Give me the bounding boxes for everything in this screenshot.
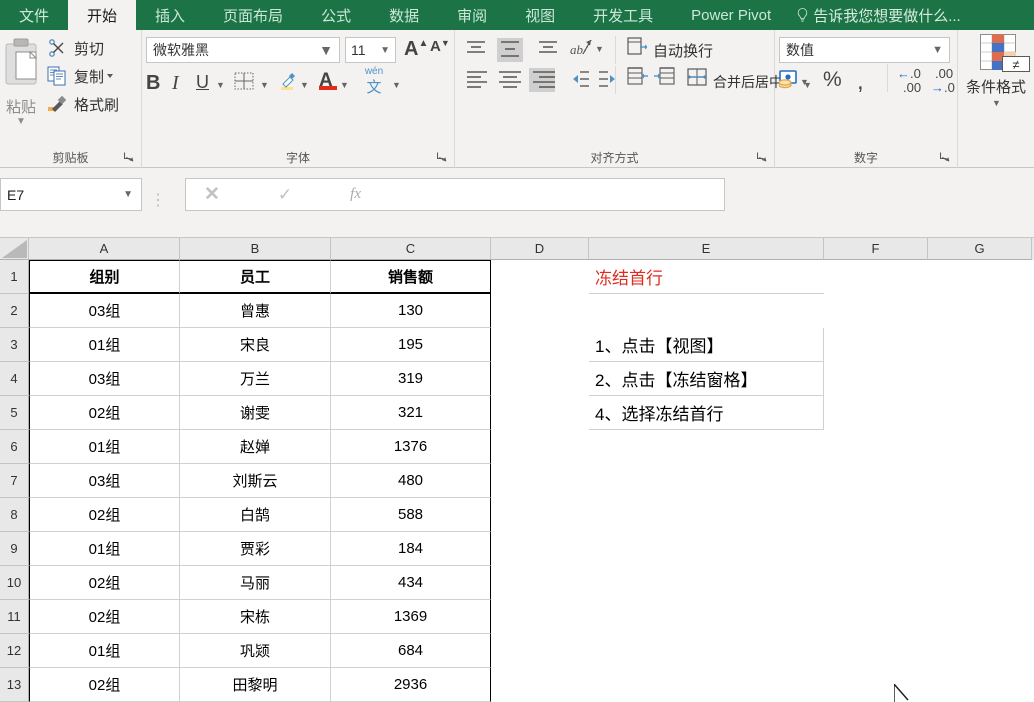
svg-text:ab: ab: [570, 42, 584, 57]
